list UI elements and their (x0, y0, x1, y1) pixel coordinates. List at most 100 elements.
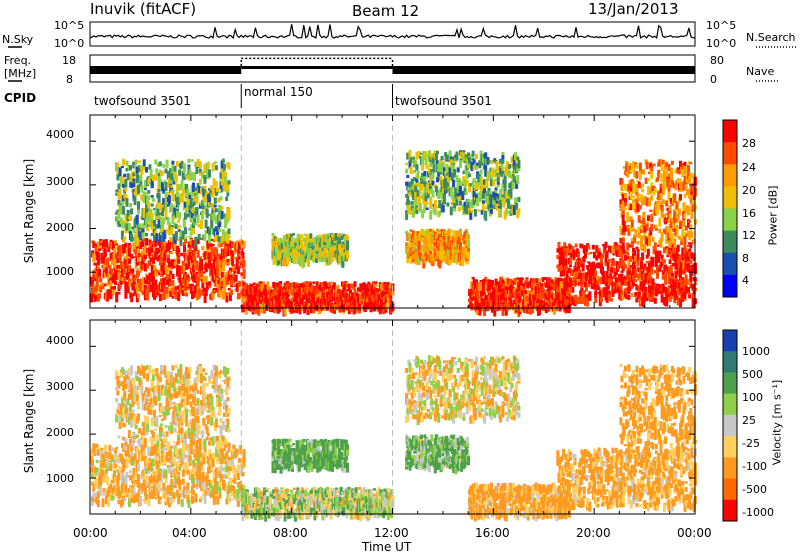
power-cell (626, 256, 630, 260)
power-cell (424, 151, 428, 160)
power-cell (182, 164, 186, 172)
power-cell (405, 168, 409, 174)
power-cell (683, 291, 687, 299)
power-cell (637, 293, 641, 299)
power-cell (345, 284, 349, 288)
power-cell (687, 219, 690, 228)
power-cell (383, 288, 387, 297)
power-cell (224, 219, 228, 229)
power-cell (683, 193, 687, 198)
power-cell (591, 261, 595, 266)
power-cell (171, 189, 175, 193)
power-cell (619, 238, 623, 244)
power-cell (595, 245, 599, 253)
power-cell (567, 287, 571, 297)
power-cell (122, 158, 126, 166)
power-cell (508, 296, 512, 301)
power-cell (667, 246, 671, 255)
power-cell (421, 156, 425, 166)
power-cell (624, 193, 627, 198)
power-cell (687, 244, 690, 247)
power-cell (135, 228, 139, 237)
power-cell (150, 179, 154, 189)
power-cell (487, 288, 491, 292)
power-cell (658, 284, 662, 290)
power-cell (314, 303, 318, 311)
power-cell (118, 188, 122, 199)
power-cell (632, 195, 635, 199)
power-cell (340, 235, 344, 241)
power-cell (428, 186, 431, 194)
power-cell (200, 237, 204, 240)
power-cell (527, 289, 531, 294)
power-cell (197, 233, 201, 240)
power-cell (164, 192, 168, 200)
power-cell (145, 280, 149, 285)
power-cell (181, 287, 185, 290)
power-cell (417, 257, 421, 264)
power-cell (130, 293, 134, 303)
power-cell (178, 267, 182, 276)
power-cell (238, 281, 241, 288)
power-cell (349, 303, 352, 312)
power-cell (556, 292, 560, 301)
power-cell (226, 234, 230, 244)
power-cell (308, 282, 312, 289)
power-cell (478, 161, 482, 168)
power-cell (492, 295, 496, 302)
power-cell (586, 297, 590, 307)
power-cell (500, 287, 504, 292)
power-cell (560, 246, 564, 251)
power-cell (210, 246, 214, 256)
power-cell (469, 183, 473, 187)
power-cell (230, 289, 233, 295)
power-cell (434, 259, 438, 262)
power-cell (149, 168, 153, 179)
power-cell (659, 288, 663, 292)
power-cell (133, 196, 137, 206)
power-cell (557, 280, 561, 288)
power-cell (579, 291, 583, 294)
power-cell (277, 250, 281, 259)
power-cell (221, 158, 225, 164)
power-cell (117, 211, 121, 219)
power-cell (166, 217, 170, 225)
power-cell (412, 157, 415, 160)
power-cell (598, 290, 602, 299)
power-cell (423, 187, 427, 195)
power-cell (250, 293, 254, 301)
power-cell (628, 270, 632, 275)
power-cell (461, 257, 465, 266)
power-cell (192, 182, 195, 192)
power-cell (683, 231, 687, 237)
power-cell (577, 278, 580, 283)
power-cell (357, 287, 360, 292)
power-cell (302, 291, 305, 300)
power-cell (624, 279, 627, 286)
power-cell (162, 279, 166, 290)
power-cell (420, 181, 423, 184)
power-cell (217, 253, 221, 261)
freq-band-1 (241, 66, 393, 69)
power-cell (196, 214, 200, 223)
power-cell (665, 226, 669, 231)
power-cell (405, 210, 409, 220)
power-cell (98, 293, 101, 299)
power-cell (326, 287, 329, 290)
power-cell (472, 278, 476, 286)
power-cell (414, 191, 418, 199)
power-cell (683, 213, 687, 219)
power-cell (612, 276, 616, 279)
power-cell (457, 181, 461, 188)
power-cell (345, 293, 349, 299)
power-cell (190, 159, 194, 162)
power-cell (125, 262, 129, 267)
power-cell (201, 210, 205, 220)
power-cell (690, 209, 694, 220)
power-cell (431, 171, 435, 180)
power-cell (137, 293, 140, 299)
power-cell (164, 208, 168, 218)
power-cell (519, 302, 523, 312)
power-cell (680, 220, 684, 226)
power-cell (642, 211, 646, 218)
